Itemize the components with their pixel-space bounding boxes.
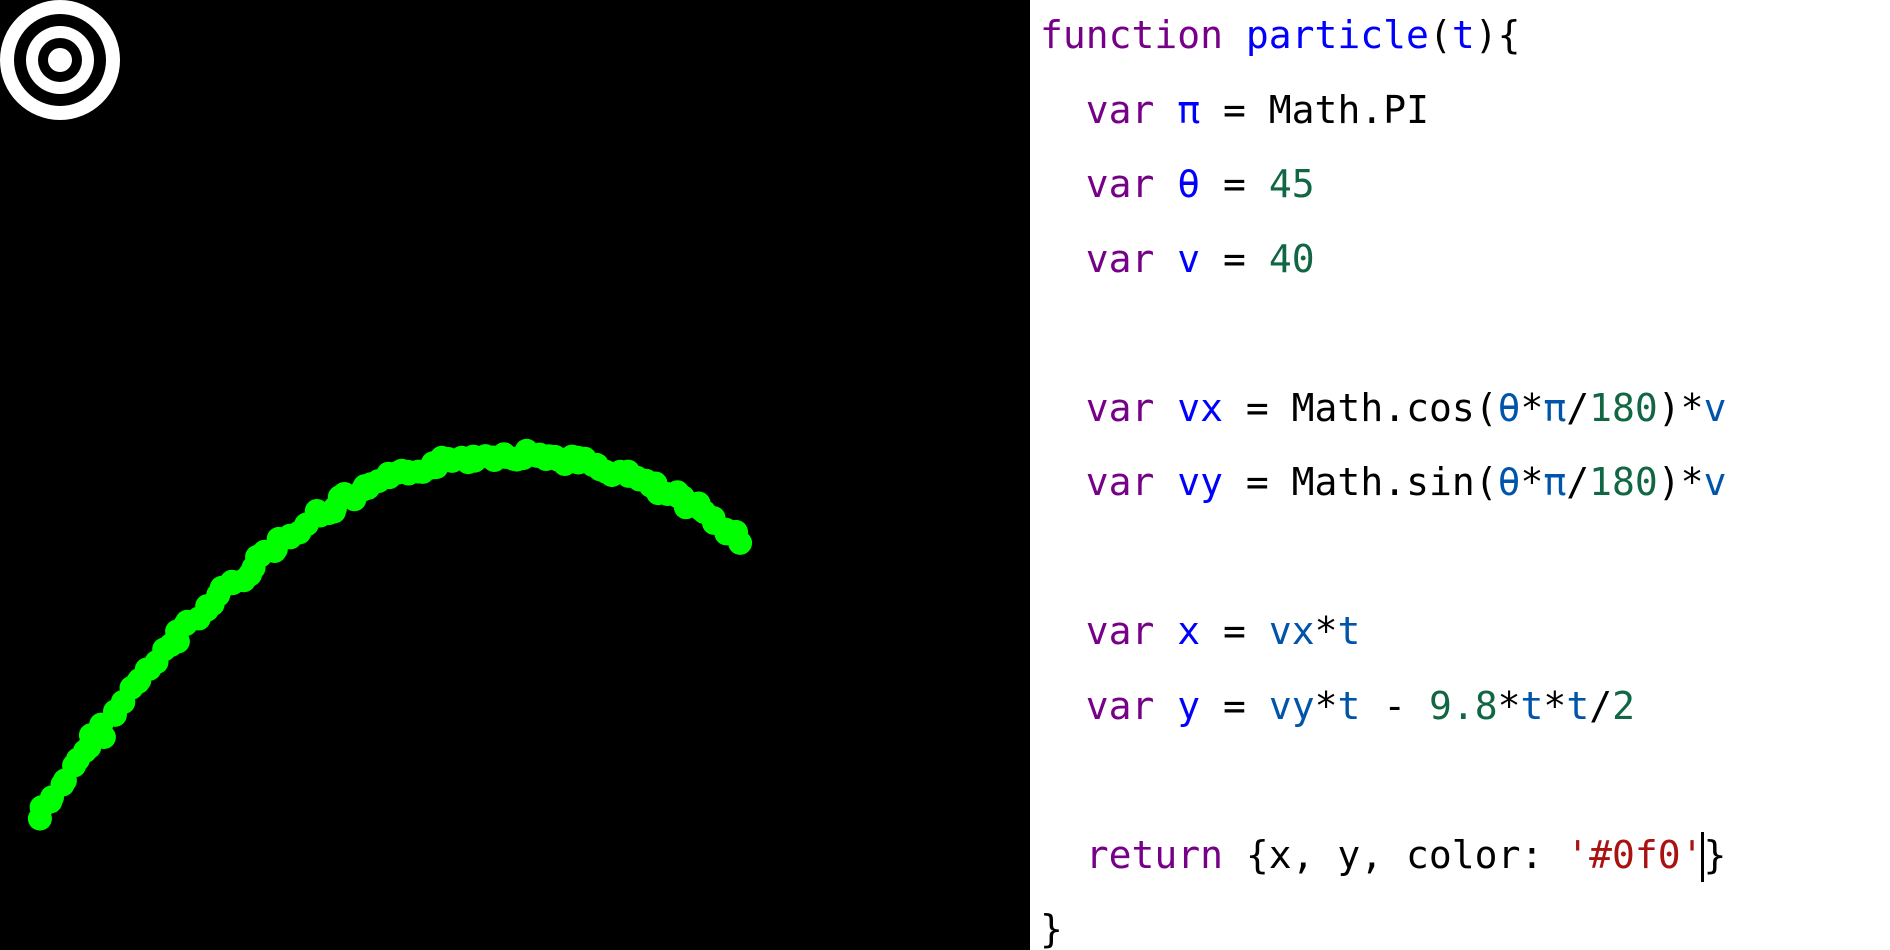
code-token: = Math.cos( [1223, 385, 1498, 430]
code-token: v [1703, 460, 1727, 504]
text-cursor [1701, 832, 1705, 882]
particle-dot [728, 530, 753, 555]
code-editor[interactable]: function particle(t){ var π = Math.PI va… [1030, 0, 1890, 950]
code-token: = Math.sin( [1223, 460, 1498, 504]
code-line[interactable]: var v = 40 [1040, 229, 1315, 289]
code-token: v [1177, 236, 1201, 281]
code-token: } [1040, 907, 1063, 950]
code-token: t [1451, 13, 1475, 57]
code-token: t [1520, 683, 1544, 728]
code-token: / [1589, 683, 1613, 728]
code-token: * [1520, 460, 1544, 504]
code-token: π [1543, 460, 1567, 504]
code-token: * [1314, 609, 1338, 653]
code-token: π [1177, 87, 1201, 132]
code-token: = Math.PI [1200, 87, 1429, 132]
code-token: ( [1428, 13, 1452, 57]
code-token: var [1040, 162, 1178, 206]
code-token: y [1177, 683, 1201, 728]
code-token: = [1200, 236, 1269, 281]
code-token: } [1703, 832, 1727, 877]
canvas-panel [0, 0, 1030, 950]
code-token: 40 [1268, 236, 1315, 281]
code-line[interactable]: } [1040, 899, 1063, 950]
code-token: )* [1657, 460, 1704, 504]
code-token: var [1040, 87, 1178, 132]
code-token: {x, y, color: [1245, 832, 1567, 877]
code-token: * [1543, 683, 1567, 728]
code-token: var [1040, 236, 1178, 281]
code-token: t [1337, 609, 1361, 653]
code-line[interactable]: return {x, y, color: '#0f0'} [1040, 825, 1726, 885]
code-token: = [1200, 609, 1269, 653]
code-token: θ [1177, 162, 1201, 206]
code-token: = [1200, 683, 1269, 728]
code-token: particle [1245, 13, 1429, 57]
code-token: 180 [1589, 460, 1658, 504]
code-token: vy [1177, 460, 1224, 504]
code-token: 2 [1612, 683, 1635, 728]
code-token: return [1040, 832, 1246, 877]
code-line[interactable]: var vy = Math.sin(θ*π/180)*v [1040, 452, 1727, 512]
trajectory-plot [27, 438, 753, 831]
code-line[interactable]: var vx = Math.cos(θ*π/180)*v [1040, 378, 1727, 438]
code-line[interactable]: var θ = 45 [1040, 154, 1315, 214]
code-line[interactable]: function particle(t){ [1040, 5, 1520, 65]
code-token: var [1040, 385, 1178, 430]
code-token: / [1566, 385, 1590, 430]
code-token: π [1543, 385, 1567, 430]
code-token: )* [1657, 385, 1704, 430]
code-token: 45 [1268, 162, 1315, 206]
code-token: vx [1268, 609, 1315, 653]
code-token: * [1497, 683, 1521, 728]
code-token: 9.8 [1429, 683, 1498, 728]
code-token: '#0f0' [1566, 832, 1704, 877]
bullseye-target-icon [0, 0, 120, 120]
code-token: * [1314, 683, 1338, 728]
code-token: - [1360, 683, 1429, 728]
code-token: 180 [1589, 385, 1658, 430]
code-token: vx [1177, 385, 1224, 430]
code-token: x [1177, 609, 1201, 653]
code-line[interactable]: var x = vx*t [1040, 601, 1361, 661]
code-token: var [1040, 460, 1178, 504]
code-token: v [1703, 385, 1727, 430]
code-token: var [1040, 683, 1178, 728]
code-line[interactable]: var π = Math.PI [1040, 80, 1429, 140]
code-token: t [1566, 683, 1590, 728]
code-token: vy [1268, 683, 1315, 728]
code-token: var [1040, 609, 1178, 653]
code-token: * [1520, 385, 1544, 430]
code-token: θ [1497, 460, 1521, 504]
code-token: ){ [1474, 13, 1521, 57]
code-token: function [1040, 13, 1246, 57]
code-line[interactable]: var y = vy*t - 9.8*t*t/2 [1040, 676, 1635, 736]
code-token: / [1566, 460, 1590, 504]
code-token: θ [1497, 385, 1521, 430]
code-token: = [1200, 162, 1269, 206]
code-token: t [1337, 683, 1361, 728]
